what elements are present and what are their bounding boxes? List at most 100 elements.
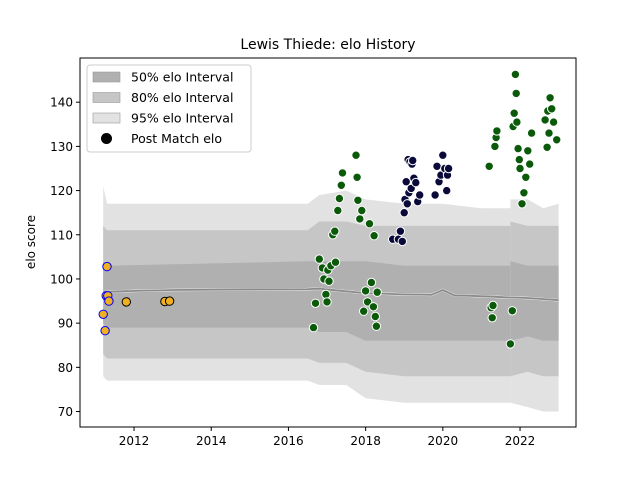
data-point: [359, 306, 369, 316]
data-point: [488, 300, 498, 311]
data-point: [355, 214, 365, 224]
data-point: [545, 93, 555, 103]
y-tick-label: 120: [50, 184, 73, 198]
data-point: [164, 296, 175, 306]
data-point: [364, 219, 375, 229]
data-point: [308, 322, 319, 333]
data-point: [544, 128, 554, 138]
data-point: [372, 287, 382, 297]
median-line: [103, 287, 559, 302]
data-point: [511, 88, 521, 99]
legend-label: 80% elo Interval: [131, 90, 233, 105]
data-point: [370, 311, 380, 322]
y-tick-label: 130: [50, 140, 73, 154]
data-point: [484, 161, 494, 172]
data-point: [371, 321, 382, 331]
data-point: [415, 190, 425, 200]
legend-label: 95% elo Interval: [131, 111, 233, 126]
data-point: [487, 313, 497, 323]
data-point: [395, 226, 406, 236]
interval-band-tail-2: [510, 261, 559, 341]
data-point: [408, 155, 418, 166]
y-axis-label: elo score: [24, 215, 38, 269]
data-point: [438, 150, 448, 160]
data-point: [521, 172, 531, 183]
data-point: [401, 177, 411, 187]
interval-bands: [103, 186, 559, 412]
x-tick-label: 2020: [428, 434, 459, 448]
y-tick-label: 70: [58, 405, 73, 419]
legend-marker: [101, 133, 112, 144]
data-point: [490, 141, 500, 152]
data-point: [492, 126, 502, 136]
data-point: [519, 188, 529, 198]
data-point: [411, 177, 421, 188]
chart-title: Lewis Thiede: elo History: [240, 37, 415, 53]
data-point: [369, 231, 379, 241]
legend-label: Post Match elo: [131, 131, 222, 146]
data-point: [432, 161, 442, 172]
data-point: [430, 190, 440, 200]
data-point: [542, 142, 552, 153]
data-point: [525, 159, 535, 169]
data-point: [337, 168, 348, 178]
legend: 50% elo Interval 80% elo Interval 95% elo …: [86, 64, 252, 153]
data-point: [336, 180, 346, 191]
legend-label: 50% elo Interval: [131, 70, 233, 85]
plot-frame: [79, 57, 577, 428]
data-point: [509, 108, 519, 118]
data-point: [443, 163, 454, 174]
data-point: [526, 128, 537, 138]
interval-band-2: [103, 261, 511, 341]
data-point: [517, 199, 527, 209]
data-point: [314, 254, 324, 264]
data-point: [523, 146, 533, 156]
y-tick-label: 110: [50, 228, 73, 242]
x-tick-label: 2012: [119, 434, 150, 448]
data-point: [540, 115, 550, 125]
data-point: [552, 135, 562, 145]
data-point: [402, 199, 412, 209]
data-point: [98, 309, 108, 319]
data-point: [366, 277, 377, 288]
data-point: [505, 339, 516, 349]
data-point: [353, 195, 363, 206]
data-point: [351, 150, 361, 160]
data-point: [397, 236, 407, 247]
x-tick-label: 2018: [350, 434, 381, 448]
y-tick-label: 140: [50, 96, 73, 110]
data-point: [102, 261, 112, 272]
data-point: [399, 208, 409, 218]
data-point: [548, 117, 559, 127]
x-tick-label: 2022: [505, 434, 536, 448]
data-point: [330, 257, 341, 267]
data-point: [360, 286, 371, 296]
data-point: [333, 205, 343, 216]
data-point: [442, 185, 452, 196]
data-point: [514, 154, 524, 165]
data-point: [324, 276, 334, 286]
data-point: [515, 163, 525, 174]
data-point: [547, 104, 557, 114]
data-point: [100, 326, 110, 336]
data-point: [334, 193, 345, 204]
x-axis: 2012 2014 2016 2018 2020 2022: [119, 427, 536, 448]
y-tick-label: 80: [58, 361, 73, 375]
data-point: [322, 297, 332, 307]
data-point: [121, 297, 132, 307]
data-point: [510, 69, 521, 80]
x-tick-label: 2014: [196, 434, 227, 448]
data-point: [507, 306, 517, 316]
legend-box: [86, 64, 252, 153]
data-point: [368, 302, 379, 312]
data-point: [310, 298, 321, 308]
y-tick-label: 100: [50, 272, 73, 286]
median-elo-line: [103, 287, 559, 302]
data-point: [512, 117, 522, 127]
legend-swatch: [92, 112, 121, 124]
x-tick-label: 2016: [273, 434, 304, 448]
y-axis: 70 80 90 100 110 120 130 140: [50, 96, 80, 419]
data-point: [104, 296, 114, 306]
legend-swatch: [92, 92, 121, 103]
